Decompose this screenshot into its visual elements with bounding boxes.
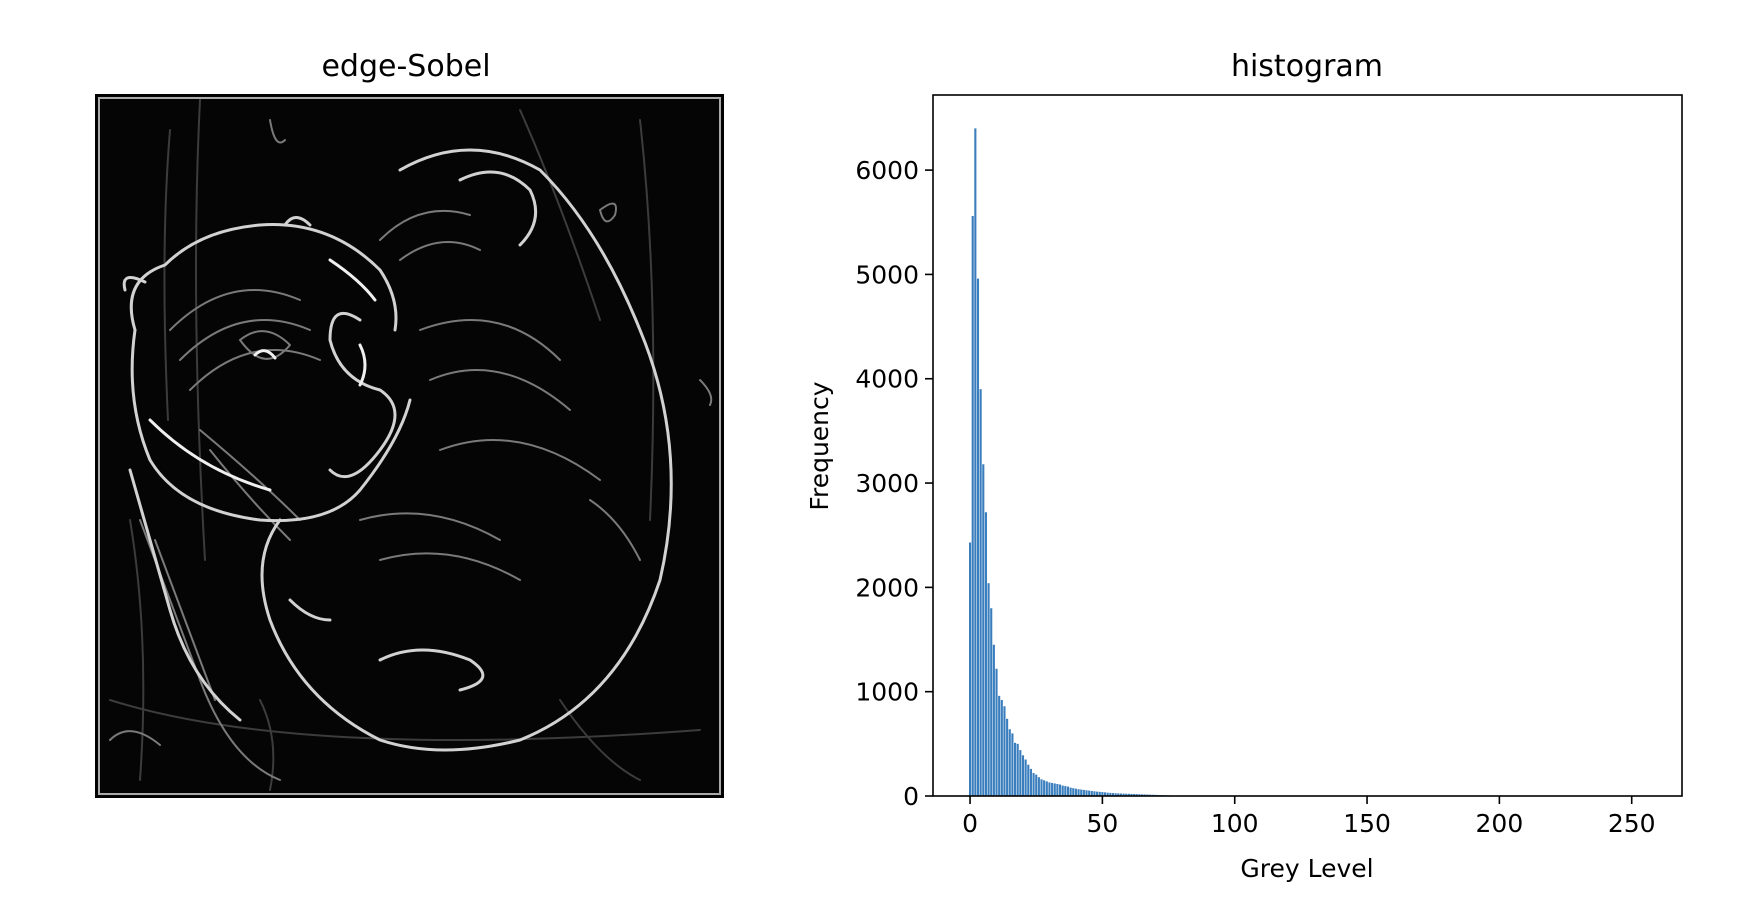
histogram-title: histogram — [1231, 49, 1383, 84]
histogram-bar — [1000, 700, 1003, 796]
histogram-bar — [1069, 787, 1072, 796]
histogram-bar — [1135, 794, 1138, 796]
histogram-bar — [1006, 718, 1009, 796]
histogram-bar — [1082, 789, 1085, 796]
histogram-bar — [998, 695, 1001, 796]
histogram-bar — [1109, 792, 1112, 796]
histogram-bar — [1098, 791, 1101, 796]
histogram-bar — [1058, 784, 1062, 796]
x-tick-label: 100 — [1211, 809, 1259, 838]
histogram-bar — [1101, 792, 1104, 796]
y-axis-ticks: 0 1000 2000 3000 4000 5000 6000 — [855, 156, 933, 811]
histogram-bar — [1080, 789, 1083, 796]
histogram-bar — [1133, 794, 1136, 796]
histogram-axes-frame — [932, 94, 1683, 797]
x-tick-label: 0 — [962, 809, 978, 838]
histogram-bar — [1064, 786, 1067, 796]
x-tick-label: 50 — [1086, 809, 1118, 838]
histogram-bar — [1043, 780, 1046, 796]
histogram-bar — [1040, 779, 1043, 796]
histogram-bar — [1027, 764, 1030, 796]
histogram-bar — [1096, 791, 1099, 796]
histogram-bar — [984, 512, 987, 796]
histogram-bar — [1093, 791, 1096, 796]
histogram-bar — [976, 278, 980, 797]
histogram-bar — [1021, 755, 1025, 796]
histogram-bar — [1088, 790, 1091, 796]
histogram-bar — [1085, 790, 1088, 796]
histogram-bar — [1019, 750, 1022, 796]
histogram-bar — [1056, 784, 1059, 796]
histogram-bar — [1048, 782, 1051, 796]
histogram-bar — [1122, 793, 1125, 796]
histogram-bar — [1117, 793, 1120, 796]
x-tick-label: 200 — [1476, 809, 1524, 838]
histogram-bar — [1016, 743, 1019, 796]
histogram-bar — [1053, 783, 1056, 796]
histogram-bar — [1114, 793, 1117, 796]
histogram-bar — [1066, 786, 1070, 796]
histogram-bar — [1061, 785, 1064, 796]
histogram-bar — [1032, 773, 1035, 796]
histogram-bar — [1072, 788, 1075, 796]
histogram-plot: 0 50 100 150 200 250 0 1000 2000 3000 4000 5000 600… — [855, 94, 1683, 838]
histogram-bar — [1127, 793, 1130, 796]
histogram-bar — [1035, 774, 1038, 796]
x-tick-label: 150 — [1343, 809, 1391, 838]
histogram-bar — [1003, 706, 1006, 796]
y-tick-label: 3000 — [855, 469, 919, 498]
histogram-bar — [1125, 793, 1128, 796]
histogram-bar — [1029, 768, 1032, 796]
histogram-bar — [990, 608, 993, 796]
x-axis-label: Grey Level — [1240, 854, 1373, 883]
histogram-bar — [1130, 793, 1133, 796]
histogram-bar — [992, 644, 995, 796]
histogram-bar — [1119, 793, 1122, 796]
x-axis-ticks: 0 50 100 150 200 250 — [962, 796, 1656, 838]
x-tick-label: 250 — [1608, 809, 1656, 838]
histogram-bar — [987, 583, 990, 796]
histogram-bar — [1024, 759, 1027, 796]
y-tick-label: 5000 — [855, 260, 919, 289]
y-axis-label: Frequency — [805, 381, 834, 510]
histogram-bar — [1013, 742, 1017, 796]
histogram-bar — [971, 216, 974, 796]
y-tick-label: 6000 — [855, 156, 919, 185]
histogram-bar — [1037, 777, 1040, 796]
histogram-bar — [995, 668, 998, 796]
histogram-bar — [1090, 790, 1093, 796]
histogram-bar — [982, 464, 985, 796]
histogram-bar — [979, 389, 982, 796]
histogram-bar — [1074, 788, 1077, 796]
histogram-bar — [1008, 729, 1011, 796]
y-tick-label: 0 — [903, 782, 919, 811]
y-tick-label: 2000 — [855, 573, 919, 602]
histogram-bar — [1045, 781, 1048, 796]
histogram-bars — [968, 128, 1170, 797]
histogram-bar — [1077, 789, 1080, 796]
y-tick-label: 4000 — [855, 365, 919, 394]
left-panel-title: edge-Sobel — [321, 49, 490, 84]
histogram-bar — [968, 542, 972, 796]
histogram-bar — [1051, 782, 1054, 796]
histogram-bar — [1011, 733, 1014, 796]
histogram-bar — [1111, 793, 1115, 796]
sobel-edge-image — [95, 94, 724, 798]
histogram-bar — [974, 128, 977, 796]
histogram-bar — [1106, 792, 1109, 796]
histogram-bar — [1138, 794, 1141, 796]
histogram-bar — [1103, 792, 1107, 796]
histogram-bar — [1141, 794, 1144, 796]
y-tick-label: 1000 — [855, 678, 919, 707]
